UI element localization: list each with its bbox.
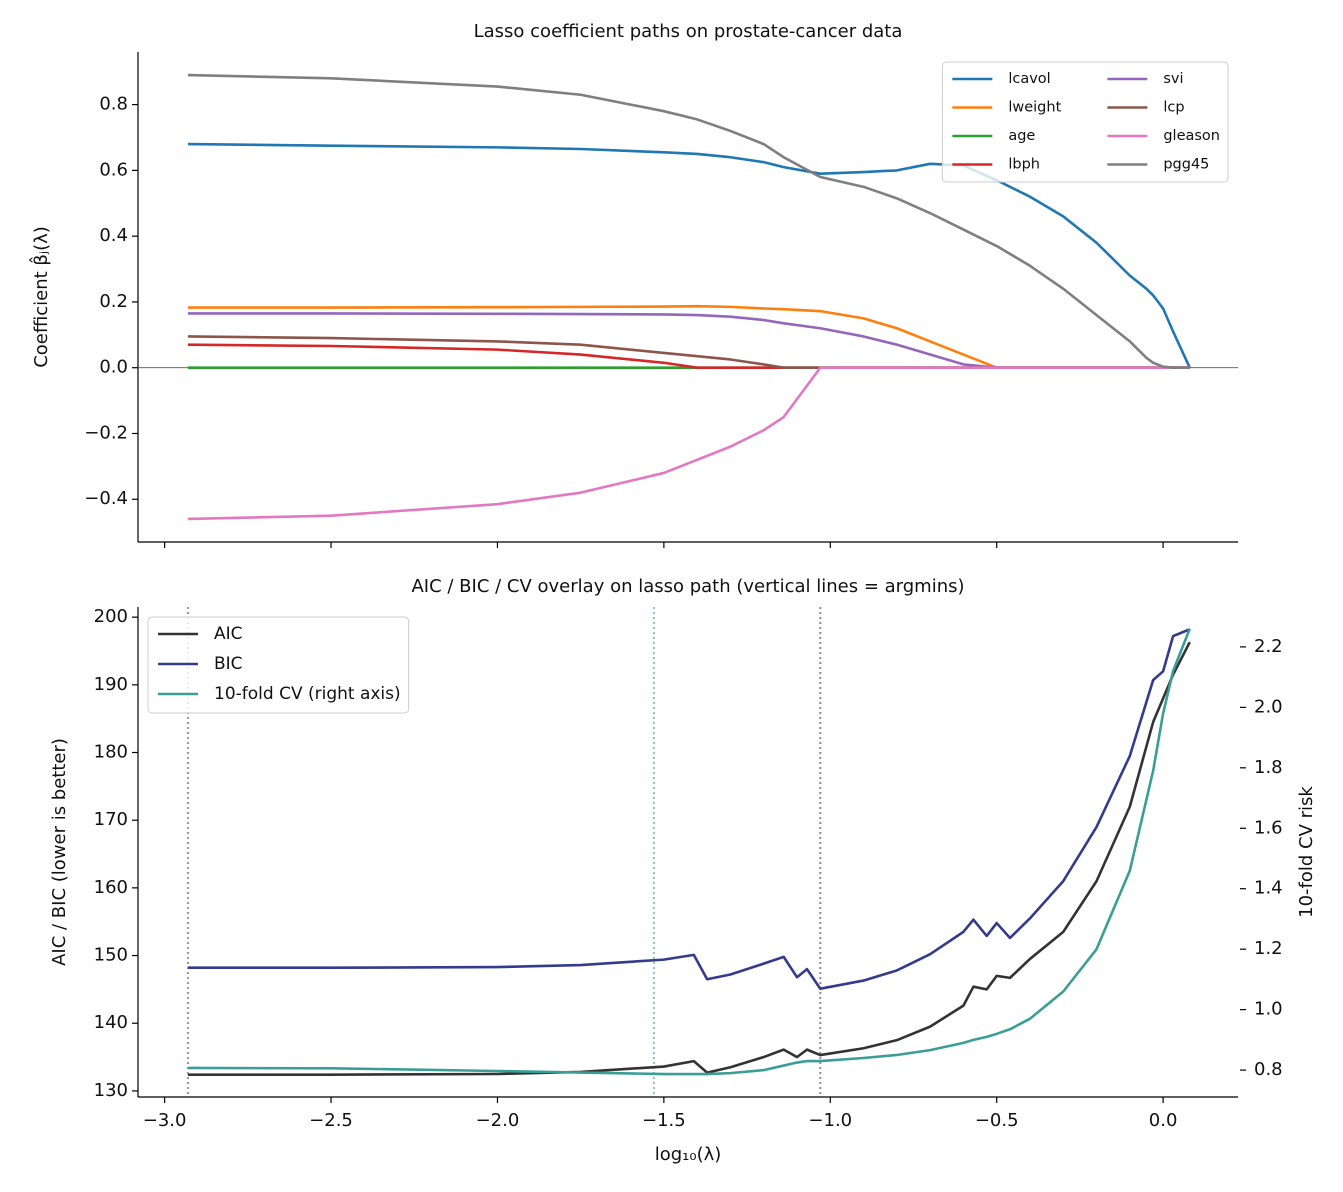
y-tick-label: 130 [94,1080,128,1101]
y-tick-label: 140 [94,1012,128,1033]
legend-label: AIC [214,624,243,644]
y-tick-label: 190 [94,674,128,695]
y-tick-label: −0.4 [84,488,128,509]
y-tick-label: 160 [94,877,128,898]
series-line [187,628,1191,1076]
series-line [187,366,1190,521]
y-tick-label: 180 [94,742,128,763]
y2-tick-label: 1.4 [1254,878,1283,899]
subplot: Lasso coefficient paths on prostate-canc… [29,21,1238,548]
legend-frame [941,61,1229,183]
y-tick-label: 0.2 [99,291,128,312]
y2-tick-label: 1.8 [1254,757,1283,778]
legend-label: gleason [1163,128,1220,144]
legend-label: lbph [1008,157,1040,173]
legend-label: 10-fold CV (right axis) [214,684,401,704]
series-line [187,335,1190,369]
legend-label: lcp [1163,100,1184,116]
chart-title: AIC / BIC / CV overlay on lasso path (ve… [411,576,964,597]
y-tick-label: 0.6 [99,159,128,180]
x-tick-label: 0.0 [1149,1110,1178,1131]
legend: lcavol lweight age lbph svi lcp gleason pgg45 [941,61,1229,183]
y-tick-label: 0.8 [99,94,128,115]
legend: AIC BIC 10-fold CV (right axis) [147,616,410,714]
y-tick-label: 0.4 [99,225,128,246]
x-tick-label: −2.5 [309,1110,353,1131]
y2-tick-label: 1.0 [1254,999,1283,1020]
y-tick-label: 150 [94,945,128,966]
y2-tick-label: 1.2 [1254,938,1283,959]
series-line [187,142,1191,369]
legend-frame [147,616,410,714]
y-axis-label: Coefficient β̂ⱼ(λ) [29,226,52,368]
legend-label: svi [1163,71,1183,87]
y2-tick-label: 1.6 [1254,817,1283,838]
y2-tick-label: 0.8 [1254,1059,1283,1080]
y-tick-label: 200 [94,606,128,627]
series-line [187,73,1190,369]
x-axis-label: log₁₀(λ) [655,1144,722,1165]
x-tick-label: −2.0 [476,1110,520,1131]
series-line [187,641,1191,1076]
y-axis-label: AIC / BIC (lower is better) [49,738,70,966]
x-tick-label: −0.5 [975,1110,1019,1131]
x-tick-label: −1.0 [808,1110,852,1131]
series-line [187,628,1191,991]
legend-label: age [1008,128,1035,144]
y-tick-label: −0.2 [84,422,128,443]
series-line [187,312,1190,369]
legend-label: pgg45 [1163,157,1209,173]
chart-title: Lasso coefficient paths on prostate-canc… [474,21,903,42]
legend-label: lcavol [1008,71,1050,87]
y-tick-label: 0.0 [99,357,128,378]
legend-label: lweight [1008,100,1061,116]
y2-tick-label: 2.2 [1254,636,1283,657]
y-tick-label: 170 [94,809,128,830]
x-tick-label: −3.0 [143,1110,187,1131]
y2-tick-label: 2.0 [1254,696,1283,717]
legend-label: BIC [214,654,243,674]
y2-axis-label: 10-fold CV risk [1296,786,1317,918]
x-tick-label: −1.5 [642,1110,686,1131]
subplot: AIC / BIC / CV overlay on lasso path (ve… [49,576,1317,1165]
